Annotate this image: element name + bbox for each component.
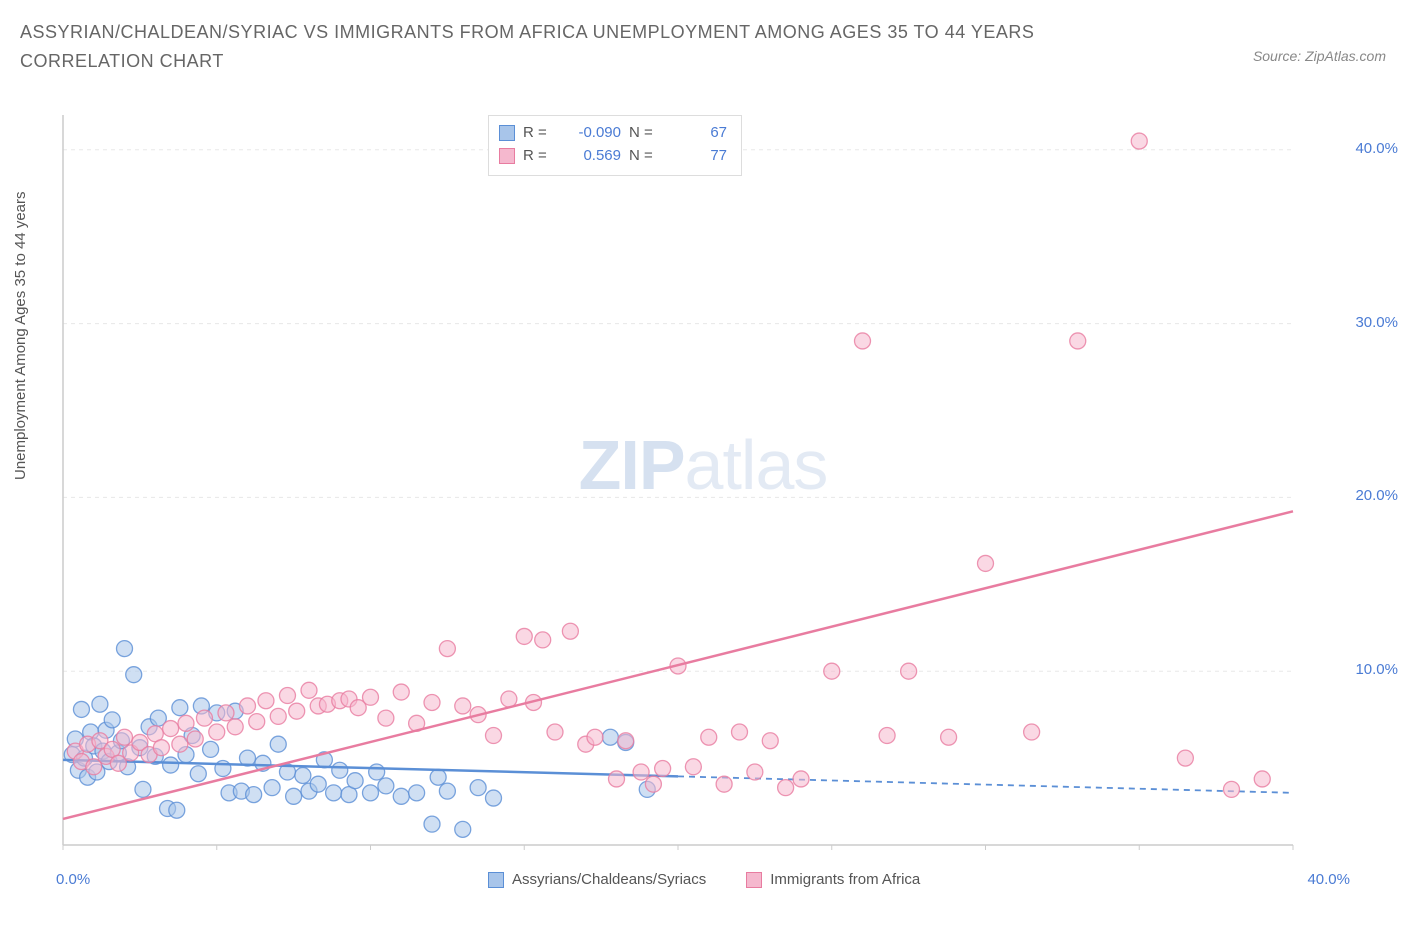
- r-label: R =: [523, 145, 553, 168]
- x-tick-max: 40.0%: [1307, 871, 1350, 888]
- series-legend: Assyrians/Chaldeans/Syriacs Immigrants f…: [488, 871, 920, 888]
- n-label: N =: [629, 145, 659, 168]
- r-label: R =: [523, 122, 553, 145]
- legend-label-series-2: Immigrants from Africa: [770, 871, 920, 888]
- legend-item-series-1: Assyrians/Chaldeans/Syriacs: [488, 871, 706, 888]
- swatch-series-2: [746, 872, 762, 888]
- legend-label-series-1: Assyrians/Chaldeans/Syriacs: [512, 871, 706, 888]
- scatter-plot-svg: [58, 110, 1348, 850]
- n-value-series-1: 67: [667, 122, 727, 145]
- n-value-series-2: 77: [667, 145, 727, 168]
- chart-plot-area: ZIPatlas R = -0.090 N = 67 R = 0.569 N =…: [58, 110, 1348, 850]
- r-value-series-2: 0.569: [561, 145, 621, 168]
- y-axis-label: Unemployment Among Ages 35 to 44 years: [12, 191, 29, 480]
- y-tick: 40.0%: [1355, 140, 1398, 157]
- correlation-stats-legend: R = -0.090 N = 67 R = 0.569 N = 77: [488, 115, 742, 176]
- r-value-series-1: -0.090: [561, 122, 621, 145]
- y-tick: 10.0%: [1355, 661, 1398, 678]
- y-tick: 20.0%: [1355, 487, 1398, 504]
- y-tick: 30.0%: [1355, 314, 1398, 331]
- source-attribution: Source: ZipAtlas.com: [1253, 48, 1386, 64]
- swatch-series-1: [488, 872, 504, 888]
- stats-row-series-2: R = 0.569 N = 77: [499, 145, 727, 168]
- swatch-series-2: [499, 148, 515, 164]
- legend-item-series-2: Immigrants from Africa: [746, 871, 920, 888]
- stats-row-series-1: R = -0.090 N = 67: [499, 122, 727, 145]
- n-label: N =: [629, 122, 659, 145]
- chart-title: ASSYRIAN/CHALDEAN/SYRIAC VS IMMIGRANTS F…: [20, 18, 1120, 76]
- x-tick-min: 0.0%: [56, 871, 90, 888]
- swatch-series-1: [499, 125, 515, 141]
